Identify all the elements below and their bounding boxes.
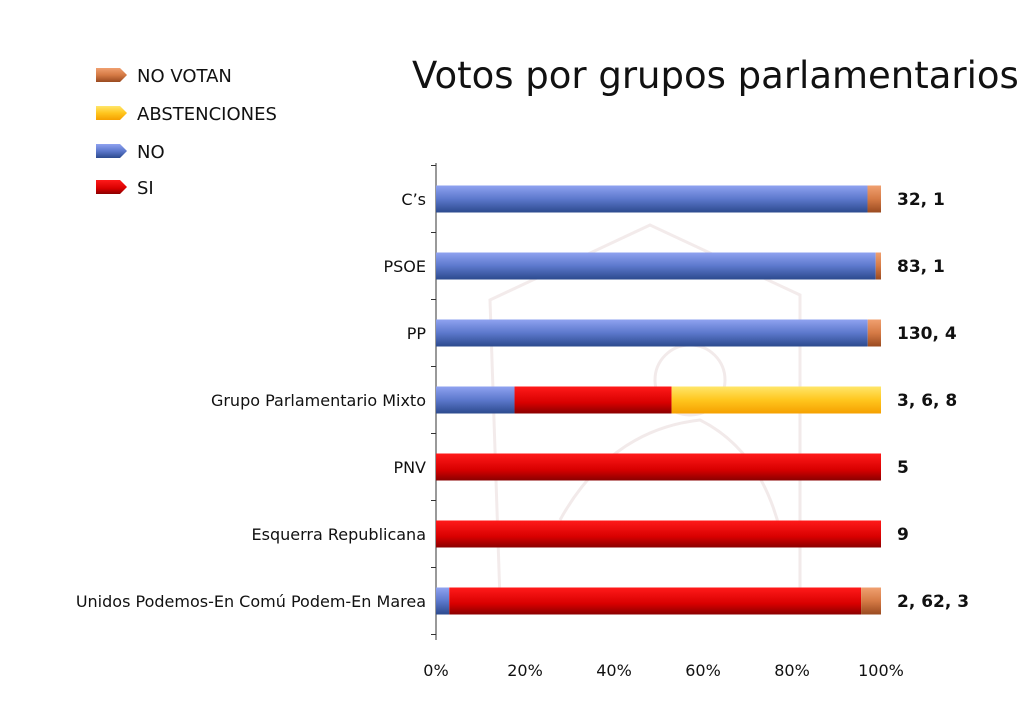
data-label: 32, 1 — [897, 190, 945, 210]
bar-no-votan-c-s — [867, 185, 881, 213]
legend-label: SI — [137, 178, 154, 199]
bar-no-grupo-parlamentario-mixto — [436, 386, 515, 414]
legend-swatch-si — [96, 180, 127, 194]
bar-no-psoe — [436, 252, 876, 280]
bar-no-pp — [436, 319, 868, 347]
axes: 0% 20% 40% 60% 80% 100% — [423, 163, 904, 680]
x-tick-label: 60% — [685, 661, 721, 680]
category-label: Unidos Podemos-En Comú Podem-En Marea — [76, 592, 426, 611]
legend-swatch-no — [96, 144, 127, 158]
x-tick-label: 0% — [423, 661, 448, 680]
category-label: PP — [407, 324, 427, 343]
bar-no-votan-psoe — [875, 252, 881, 280]
data-label: 2, 62, 3 — [897, 592, 969, 612]
category-label: PNV — [393, 458, 426, 477]
bar-no-votan-unidos-podemos-en-com-podem-en-marea — [861, 587, 881, 615]
legend-swatch-abstenciones — [96, 106, 127, 120]
chart-title: Votos por grupos parlamentarios — [412, 54, 1019, 97]
bar-abstenciones-grupo-parlamentario-mixto — [671, 386, 881, 414]
bars — [436, 185, 881, 615]
legend-item-no-votan: NO VOTAN — [96, 66, 232, 87]
x-tick-label: 100% — [858, 661, 904, 680]
category-label: Grupo Parlamentario Mixto — [211, 391, 426, 410]
bar-no-c-s — [436, 185, 868, 213]
x-tick-label: 40% — [596, 661, 632, 680]
legend-item-si: SI — [96, 178, 154, 199]
bar-si-grupo-parlamentario-mixto — [514, 386, 672, 414]
bar-no-unidos-podemos-en-com-podem-en-marea — [436, 587, 450, 615]
legend-swatch-no-votan — [96, 68, 127, 82]
data-label: 9 — [897, 525, 909, 545]
legend-item-abstenciones: ABSTENCIONES — [96, 104, 277, 125]
category-label: PSOE — [383, 257, 426, 276]
legend-label: NO VOTAN — [137, 66, 232, 87]
x-tick-label: 80% — [774, 661, 810, 680]
data-label: 83, 1 — [897, 257, 945, 277]
category-label: Esquerra Republicana — [252, 525, 426, 544]
bar-no-votan-pp — [867, 319, 881, 347]
data-label: 130, 4 — [897, 324, 957, 344]
data-label: 5 — [897, 458, 909, 478]
data-label: 3, 6, 8 — [897, 391, 957, 411]
legend-item-no: NO — [96, 142, 165, 163]
labels: C’s 32, 1 PSOE 83, 1 PP 130, 4 Grupo Parlament… — [76, 190, 969, 612]
x-tick-label: 20% — [507, 661, 543, 680]
bar-si-unidos-podemos-en-com-podem-en-marea — [449, 587, 862, 615]
bar-si-esquerra-republicana — [436, 520, 881, 548]
legend-label: NO — [137, 142, 165, 163]
legend: NO VOTAN ABSTENCIONES NO SI — [96, 66, 277, 199]
legend-label: ABSTENCIONES — [137, 104, 277, 125]
category-label: C’s — [401, 190, 426, 209]
bar-si-pnv — [436, 453, 881, 481]
